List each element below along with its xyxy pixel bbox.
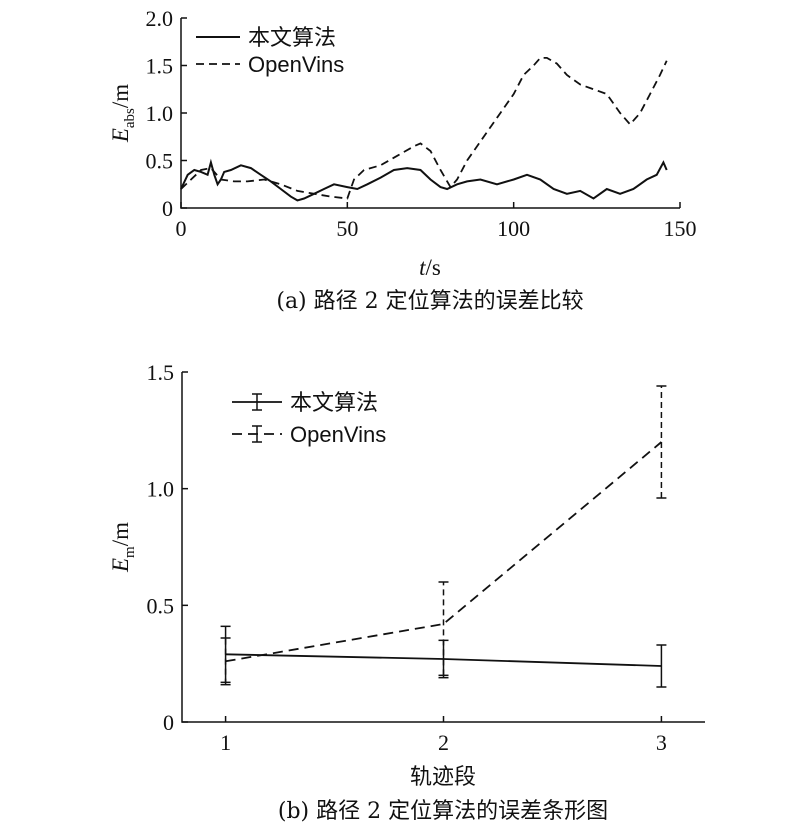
legend-label-openvins: OpenVins bbox=[248, 52, 344, 77]
ylabel-unit: /m bbox=[108, 522, 133, 546]
x-tick-label: 100 bbox=[497, 216, 530, 241]
y-tick-label: 1.0 bbox=[146, 101, 174, 126]
y-tick-label: 0.5 bbox=[146, 149, 174, 174]
x-tick-label: 150 bbox=[664, 216, 697, 241]
y-tick-label: 0.5 bbox=[147, 593, 175, 618]
x-tick-label: 3 bbox=[656, 730, 667, 755]
series-line-openvins bbox=[180, 57, 668, 200]
chart-b-ylabel: Em/m bbox=[108, 522, 138, 573]
ylabel-main: E bbox=[108, 128, 133, 143]
xlabel-unit: /s bbox=[426, 255, 441, 280]
chart-b-legend: 本文算法 OpenVins bbox=[232, 391, 386, 447]
legend-label-openvins: OpenVins bbox=[290, 422, 386, 447]
y-tick-label: 1.5 bbox=[146, 54, 174, 79]
y-tick-label: 0 bbox=[163, 710, 174, 735]
x-tick-label: 0 bbox=[176, 216, 187, 241]
series-line-openvins bbox=[225, 441, 662, 663]
xlabel-main: t bbox=[419, 255, 426, 280]
series-line-proposed bbox=[180, 158, 668, 202]
chart-a: 0 0.5 1.0 1.5 2.0 0 50 100 150 本文算法 OpenVins Ea… bbox=[108, 6, 697, 314]
y-tick-label: 1.0 bbox=[147, 477, 175, 502]
ylabel-sub: m bbox=[122, 546, 138, 558]
chart-a-ylabel: Eabs/m bbox=[108, 84, 138, 143]
y-tick-label: 0 bbox=[162, 196, 173, 221]
chart-a-xlabel: t/s bbox=[419, 255, 441, 280]
legend-label-proposed: 本文算法 bbox=[248, 26, 336, 51]
chart-b: 0 0.5 1.0 1.5 1 2 3 本文算法 OpenVins Em/m 轨迹段 (b… bbox=[108, 360, 705, 824]
y-tick-label: 2.0 bbox=[146, 6, 174, 31]
x-tick-label: 50 bbox=[336, 216, 358, 241]
legend-label-proposed: 本文算法 bbox=[290, 391, 378, 416]
chart-b-xlabel: 轨迹段 bbox=[410, 765, 476, 790]
ylabel-sub: abs bbox=[122, 108, 138, 128]
y-tick-label: 1.5 bbox=[147, 360, 175, 385]
chart-b-caption: (b) 路径 2 定位算法的误差条形图 bbox=[278, 799, 608, 824]
legend-errbar-openvins bbox=[252, 425, 262, 443]
x-tick-label: 2 bbox=[438, 730, 449, 755]
x-tick-label: 1 bbox=[220, 730, 231, 755]
ylabel-unit: /m bbox=[108, 84, 133, 108]
ylabel-main: E bbox=[108, 558, 133, 573]
legend-errbar-proposed bbox=[252, 393, 262, 411]
chart-a-legend: 本文算法 OpenVins bbox=[196, 26, 344, 77]
chart-a-caption: (a) 路径 2 定位算法的误差比较 bbox=[276, 289, 583, 314]
